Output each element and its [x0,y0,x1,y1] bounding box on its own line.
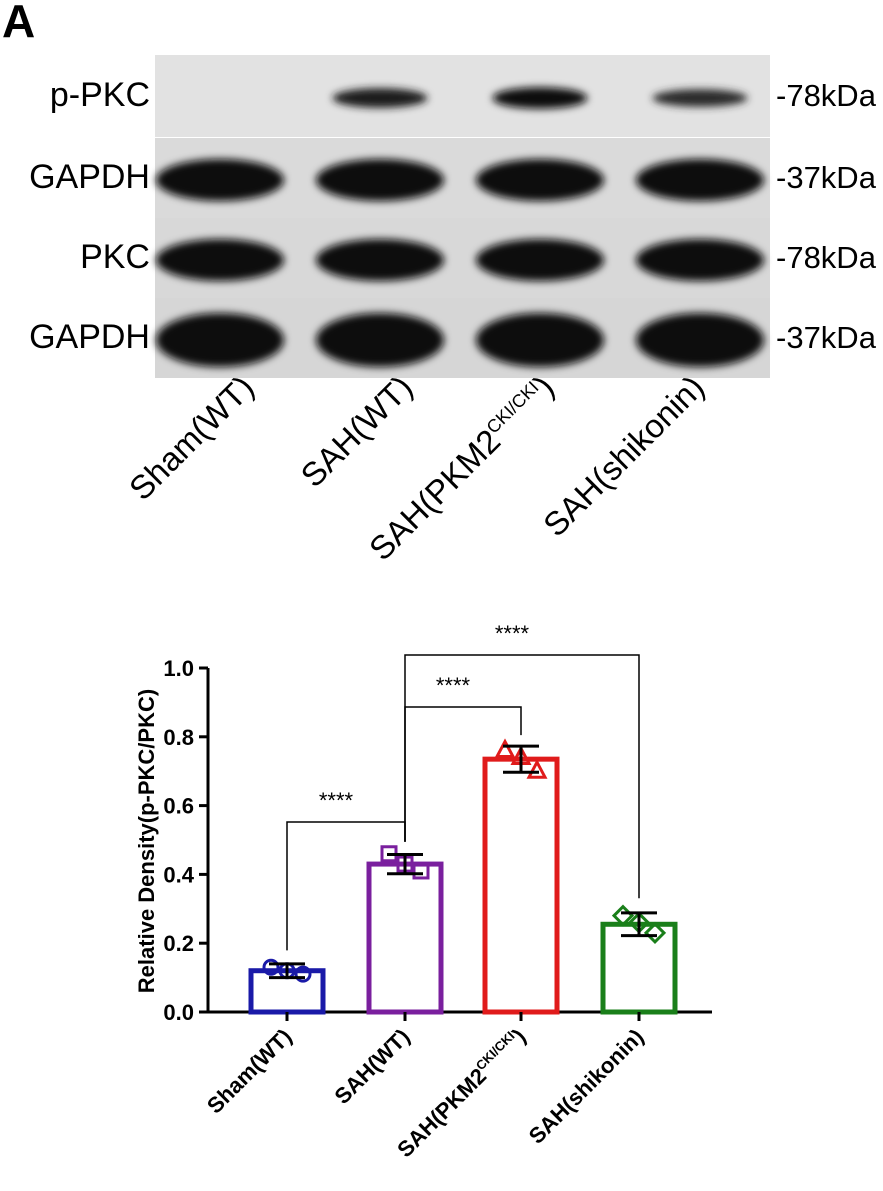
panel-label: A [2,0,36,47]
blot-band [476,159,604,201]
data-point [412,862,430,880]
blot-band [156,239,284,281]
significance-label: **** [495,621,530,646]
blot-kda-label: -37kDa [776,160,876,195]
y-axis-title: Relative Density(p-PKC/PKC) [134,688,159,994]
blot-band [476,313,604,367]
blot-kda-label: -78kDa [776,78,876,113]
x-tick-label: SAH(WT) [329,1024,414,1109]
significance-bracket [286,821,406,951]
data-point [494,738,516,759]
y-tick-label: 0.4 [163,862,194,887]
blot-band [156,313,284,367]
bar [482,756,560,1015]
significance-label: **** [436,673,471,698]
data-point [262,958,280,976]
blot-band [316,313,444,367]
blot-kda-label: -37kDa [776,320,876,355]
blot-band [332,88,428,108]
blot-row-label: GAPDH [29,318,150,356]
significance-label: **** [319,788,354,813]
blot-band [636,159,764,201]
significance-bracket [404,706,522,842]
blot-row-label: p-PKC [49,76,150,114]
blot-band [492,87,588,109]
data-point [526,759,548,779]
data-point [643,921,667,945]
blot-band [652,89,748,107]
western-blot [155,55,770,378]
x-tick-label: SAH(PKM2CKI/CKI) [392,1023,531,1162]
significance-bracket [404,654,640,899]
bar [366,861,444,1015]
data-point [294,965,312,983]
bar [600,921,678,1015]
blot-band [476,239,604,281]
blot-band [316,239,444,281]
blot-band [636,313,764,367]
blot-kda-label: -78kDa [776,240,876,275]
y-tick-label: 0.6 [163,794,194,819]
blot-band [316,159,444,201]
y-tick-label: 0.0 [163,1000,194,1025]
blot-band [636,239,764,281]
blot-row-label: GAPDH [29,158,150,196]
x-tick-label: SAH(shikonin) [524,1024,649,1149]
blot-row-label: PKC [80,238,150,276]
x-tick-label: Sham(WT) [202,1024,297,1119]
y-tick-label: 0.2 [163,931,194,956]
y-tick-label: 1.0 [163,656,194,681]
y-tick-label: 0.8 [163,725,194,750]
blot-band [156,159,284,201]
